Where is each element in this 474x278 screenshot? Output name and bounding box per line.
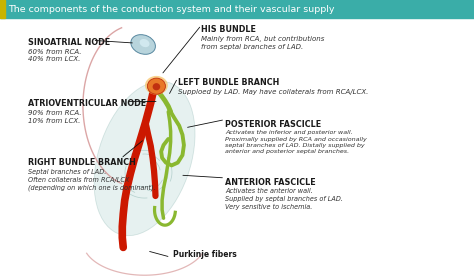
Text: The components of the conduction system and their vascular supply: The components of the conduction system … xyxy=(9,5,335,14)
Ellipse shape xyxy=(153,83,160,90)
Text: Activates the inferior and posterior wall.
Proximally supplied by RCA and occasi: Activates the inferior and posterior wal… xyxy=(225,130,367,154)
Text: Supploed by LAD. May have collaterals from RCA/LCX.: Supploed by LAD. May have collaterals fr… xyxy=(178,88,368,95)
Text: 60% from RCA.
40% from LCX.: 60% from RCA. 40% from LCX. xyxy=(28,49,82,62)
Text: Mainly from RCA, but contributions
from septal branches of LAD.: Mainly from RCA, but contributions from … xyxy=(201,36,325,50)
Text: ANTERIOR FASCICLE: ANTERIOR FASCICLE xyxy=(225,178,316,187)
Text: POSTERIOR FASCICLE: POSTERIOR FASCICLE xyxy=(225,120,321,128)
Text: ATRIOVENTRICULAR NODE: ATRIOVENTRICULAR NODE xyxy=(28,99,146,108)
Ellipse shape xyxy=(145,76,168,95)
Text: RIGHT BUNDLE BRANCH: RIGHT BUNDLE BRANCH xyxy=(28,158,137,167)
Text: LEFT BUNDLE BRANCH: LEFT BUNDLE BRANCH xyxy=(178,78,279,87)
Text: Purkinje fibers: Purkinje fibers xyxy=(173,250,237,259)
Text: Septal branches of LAD.
Often collaterals from RCA/LCX
(depending on which one i: Septal branches of LAD. Often collateral… xyxy=(28,169,156,191)
Text: 90% from RCA.
10% from LCX.: 90% from RCA. 10% from LCX. xyxy=(28,110,82,123)
Bar xyxy=(0,0,5,18)
Text: HIS BUNDLE: HIS BUNDLE xyxy=(201,25,256,34)
Ellipse shape xyxy=(140,39,149,47)
Ellipse shape xyxy=(131,35,155,54)
Ellipse shape xyxy=(147,78,165,94)
Text: Activates the anterior wall.
Supplied by septal branches of LAD.
Very sensitive : Activates the anterior wall. Supplied by… xyxy=(225,188,343,210)
Text: SINOATRIAL NODE: SINOATRIAL NODE xyxy=(28,38,110,46)
Ellipse shape xyxy=(94,81,195,236)
Bar xyxy=(0,0,474,18)
